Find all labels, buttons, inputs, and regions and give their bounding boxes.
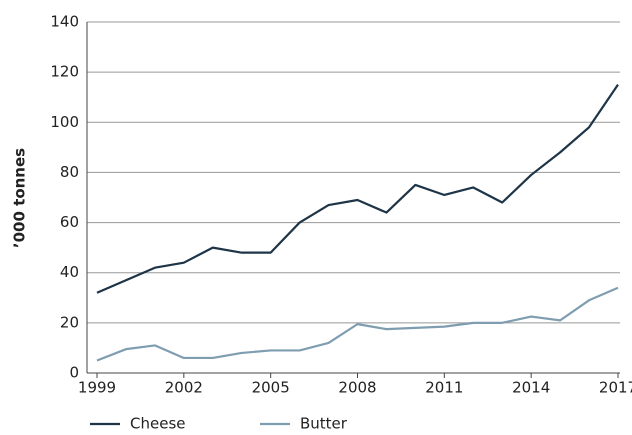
legend-label: Cheese — [130, 415, 185, 433]
x-tick-label: 2014 — [512, 379, 550, 397]
line-series — [96, 286, 619, 362]
line-series — [96, 84, 619, 294]
y-tick-label: 0 — [69, 364, 79, 382]
x-tick-label: 2008 — [338, 379, 376, 397]
x-tick-label: 2002 — [165, 379, 203, 397]
y-tick-label: 140 — [50, 13, 79, 31]
y-tick-label: 60 — [60, 213, 79, 231]
y-axis-label: ’000 tonnes — [11, 148, 29, 248]
y-tick-label: 100 — [50, 113, 79, 131]
y-tick-label: 40 — [60, 263, 79, 281]
y-tick-label: 80 — [60, 163, 79, 181]
x-tick-label: 2017 — [599, 379, 632, 397]
x-tick-label: 1999 — [78, 379, 116, 397]
x-tick-label: 2011 — [425, 379, 463, 397]
legend-label: Butter — [300, 415, 348, 433]
y-tick-label: 20 — [60, 313, 79, 331]
x-tick-label: 2005 — [252, 379, 290, 397]
y-tick-label: 120 — [50, 63, 79, 81]
